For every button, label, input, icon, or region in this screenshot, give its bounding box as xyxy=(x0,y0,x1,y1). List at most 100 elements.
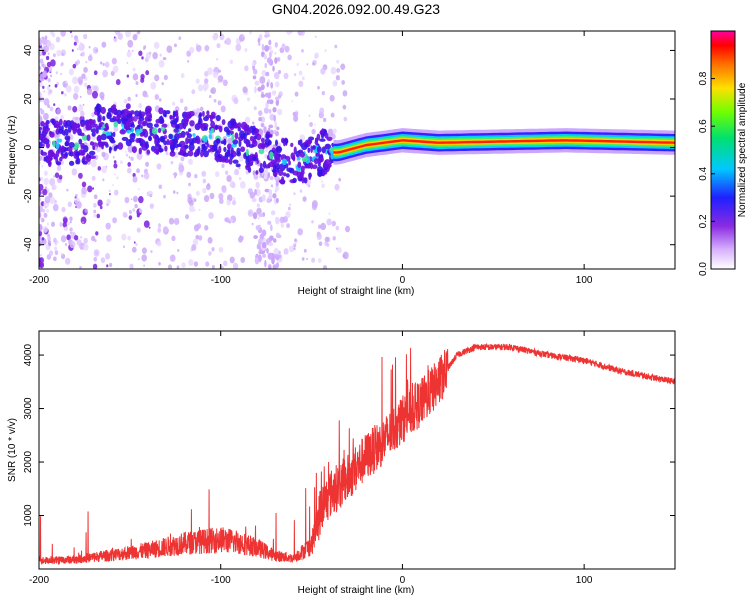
snr-y-label: SNR (10 * v/v) xyxy=(7,418,18,482)
heatmap-cell xyxy=(222,79,228,87)
heatmap-cell xyxy=(79,265,82,269)
heatmap-cell xyxy=(278,179,286,184)
heatmap-cell xyxy=(143,45,147,50)
heatmap-cell xyxy=(102,115,106,121)
heatmap-cell xyxy=(89,122,96,128)
heatmap-cell xyxy=(47,240,52,245)
heatmap-cell xyxy=(162,109,167,118)
heatmap-cell xyxy=(119,129,127,135)
heatmap-cell xyxy=(276,57,281,62)
heatmap-cell xyxy=(55,240,59,244)
heatmap-cell xyxy=(79,95,82,99)
heatmap-cell xyxy=(75,193,78,198)
heatmap-cell xyxy=(73,122,77,127)
heatmap-cell xyxy=(185,137,189,145)
heatmap-cell xyxy=(304,164,307,169)
heatmap-cell xyxy=(137,258,140,261)
heatmap-cell xyxy=(285,211,291,219)
heatmap-cell xyxy=(112,184,115,187)
heatmap-cell xyxy=(181,262,186,269)
heatmap-cell xyxy=(291,100,294,103)
heatmap-cell xyxy=(257,138,261,144)
heatmap-cell xyxy=(138,188,140,191)
heatmap-cell xyxy=(208,212,214,220)
heatmap-cell xyxy=(143,264,146,267)
heatmap-cell xyxy=(79,41,82,45)
heatmap-cell xyxy=(234,132,239,140)
heatmap-cell xyxy=(276,162,280,171)
heatmap-cell xyxy=(306,63,309,66)
heatmap-cell xyxy=(44,186,48,190)
heatmap-cell xyxy=(266,198,271,204)
heatmap-cell xyxy=(40,71,43,75)
heatmap-cell xyxy=(46,86,50,91)
heatmap-cell xyxy=(317,258,322,263)
heatmap-cell xyxy=(228,220,232,224)
heatmap-cell xyxy=(270,82,274,89)
heatmap-cell xyxy=(126,129,132,134)
heatmap-cell xyxy=(153,41,160,50)
heatmap-cell xyxy=(113,36,116,39)
heatmap-cell xyxy=(85,60,88,64)
heatmap-cell xyxy=(42,225,48,233)
heatmap-cell xyxy=(124,196,130,204)
heatmap-cell xyxy=(61,91,64,95)
heatmap-cell xyxy=(178,163,182,168)
heatmap-cell xyxy=(316,146,322,153)
heatmap-cell xyxy=(151,127,158,135)
heatmap-cell xyxy=(212,33,218,41)
heatmap-cell xyxy=(168,139,173,146)
heatmap-cell xyxy=(170,119,176,125)
heatmap-cell xyxy=(331,220,336,227)
heatmap-cell xyxy=(243,132,249,136)
heatmap-cell xyxy=(231,133,235,142)
heatmap-cell xyxy=(238,167,241,170)
heatmap-cell xyxy=(176,191,179,195)
heatmap-cell xyxy=(214,171,220,178)
heatmap-cell xyxy=(208,251,212,256)
heatmap-cell xyxy=(299,139,303,147)
heatmap-cell xyxy=(154,74,160,82)
heatmap-cell xyxy=(275,197,279,204)
heatmap-cell xyxy=(263,126,267,132)
heatmap-cell xyxy=(183,118,189,127)
heatmap-cell xyxy=(202,178,207,184)
heatmap-cell xyxy=(59,156,63,162)
heatmap-cell xyxy=(48,93,50,96)
heatmap-cell xyxy=(134,110,140,117)
heatmap-cell xyxy=(125,123,131,131)
heatmap-cell xyxy=(229,180,235,188)
heatmap-cell xyxy=(39,155,42,162)
heatmap-cell xyxy=(210,151,213,154)
heatmap-cell xyxy=(78,172,83,179)
heatmap-cell xyxy=(141,247,147,254)
snr-ticks: -200 -100 0 100 1000 2000 3000 4000 xyxy=(23,331,675,586)
heatmap-cell xyxy=(197,84,204,92)
heatmap-cell xyxy=(135,94,138,98)
heatmap-cell xyxy=(215,114,221,122)
heatmap-cell xyxy=(44,196,51,204)
heatmap-cell xyxy=(301,176,305,184)
heatmap-cell xyxy=(198,208,201,212)
heatmap-cell xyxy=(244,126,251,133)
heatmap-cell xyxy=(69,31,72,34)
heatmap-cell xyxy=(121,117,127,125)
heatmap-cell xyxy=(50,74,53,78)
heatmap-cell xyxy=(186,171,192,178)
heatmap-cell xyxy=(272,193,277,199)
heatmap-cell xyxy=(93,70,98,76)
heatmap-cell xyxy=(68,141,75,148)
heatmap-cell xyxy=(77,76,84,84)
heatmap-cell xyxy=(144,143,150,149)
heatmap-cell xyxy=(80,150,86,156)
heatmap-cell xyxy=(127,167,132,174)
heatmap-cell xyxy=(186,133,192,139)
heatmap-cell xyxy=(125,153,129,157)
heatmap-cell xyxy=(66,234,71,241)
heatmap-cell xyxy=(92,263,98,269)
heatmap-cell xyxy=(335,247,338,250)
heatmap-cell xyxy=(273,114,276,122)
heatmap-cell xyxy=(334,44,338,49)
heatmap-cell xyxy=(55,71,58,75)
heatmap-cell xyxy=(115,79,121,86)
